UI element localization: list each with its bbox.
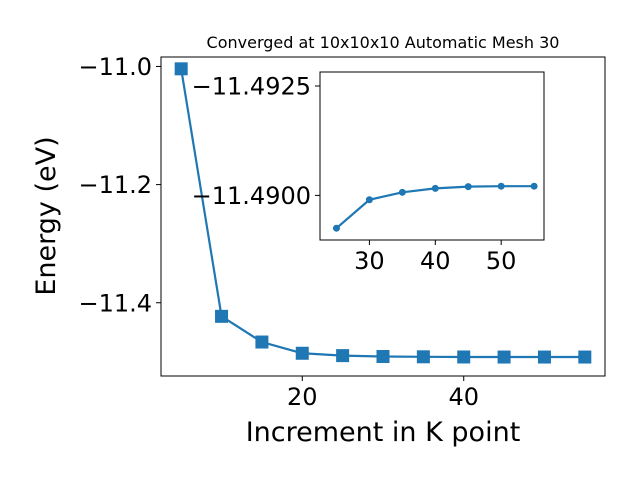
main-y-tick-label: −11.0 [78, 53, 152, 81]
inset-x-tick-label: 30 [354, 247, 385, 275]
inset-frame [319, 71, 545, 241]
inset-y-tick-label: −11.4900 [192, 182, 311, 210]
main-data-point [416, 350, 430, 364]
main-data-point [255, 335, 269, 349]
x-axis-label: Increment in K point [246, 417, 521, 448]
main-data-point [497, 350, 511, 364]
main-x-tick-label: 40 [448, 383, 479, 411]
inset-data-point [497, 182, 505, 190]
inset-data-point [365, 196, 373, 204]
inset-x-tick-label: 50 [486, 247, 517, 275]
inset-data-point [431, 184, 439, 192]
inset-plot: 30 40 50 −11.4925 −11.4900 [192, 71, 545, 275]
y-axis-label: Energy (eV) [31, 136, 62, 295]
main-data-point [174, 62, 188, 76]
main-data-point [578, 350, 592, 364]
inset-x-tick-label: 40 [420, 247, 451, 275]
main-data-point [215, 309, 229, 323]
inset-data-point [398, 188, 406, 196]
main-data-point [336, 349, 350, 363]
main-data-point [457, 350, 471, 364]
inset-data-point [464, 183, 472, 191]
main-y-tick-label: −11.4 [78, 289, 152, 317]
main-data-point [537, 350, 551, 364]
inset-data-point [332, 224, 340, 232]
main-data-point [295, 346, 309, 360]
inset-y-tick-label: −11.4925 [192, 73, 311, 101]
inset-data-point [530, 182, 538, 190]
main-data-point [376, 350, 390, 364]
chart-title: Converged at 10x10x10 Automatic Mesh 30 [207, 33, 560, 52]
main-x-tick-label: 20 [287, 383, 318, 411]
main-y-tick-label: −11.2 [78, 171, 152, 199]
